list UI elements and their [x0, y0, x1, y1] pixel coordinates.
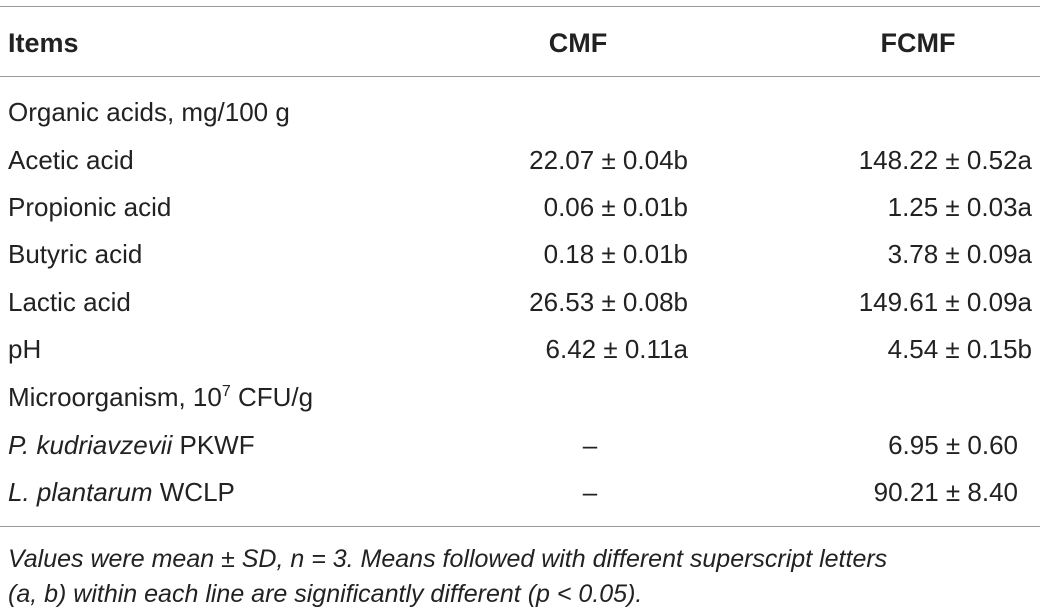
species-name: P. kudriavzevii — [8, 430, 173, 460]
row-label: Acetic acid — [8, 145, 134, 175]
table-bottom-rule — [0, 526, 1040, 527]
row-cmf-value: 0.06 ± 0.01b — [543, 192, 688, 222]
section-microorganism-post: CFU/g — [230, 382, 314, 412]
row-fcmf-value: 90.21 ± 8.40 — [873, 477, 1018, 507]
section-organic-acids: Organic acids, mg/100 g — [8, 97, 290, 127]
header-items: Items — [8, 28, 79, 58]
row-cmf-value: 22.07 ± 0.04b — [529, 145, 688, 175]
row-label: Lactic acid — [8, 287, 131, 317]
row-fcmf-value: 149.61 ± 0.09a — [858, 287, 1032, 317]
row-label: P. kudriavzevii PKWF — [8, 432, 255, 458]
row-fcmf-value: 4.54 ± 0.15b — [887, 334, 1032, 364]
row-cmf-value: – — [582, 477, 598, 507]
table-top-rule — [0, 6, 1040, 7]
row-cmf-value: – — [582, 430, 598, 460]
row-cmf-value: 6.42 ± 0.11a — [545, 334, 688, 364]
row-label: Butyric acid — [8, 239, 143, 269]
footnote-line-1: Values were mean ± SD, n = 3. Means foll… — [8, 545, 888, 573]
row-fcmf-value: 6.95 ± 0.60 — [888, 430, 1018, 460]
row-fcmf-value: 1.25 ± 0.03a — [887, 192, 1032, 222]
section-microorganism: Microorganism, 107 CFU/g — [8, 382, 314, 412]
header-fcmf: FCMF — [880, 28, 956, 58]
row-cmf-value: 26.53 ± 0.08b — [529, 287, 688, 317]
section-microorganism-exponent: 7 — [221, 383, 231, 400]
header-cmf: CMF — [548, 28, 608, 58]
row-fcmf-value: 148.22 ± 0.52a — [858, 145, 1032, 175]
strain-name: PKWF — [172, 430, 255, 460]
row-label: Propionic acid — [8, 192, 172, 222]
row-label: pH — [8, 334, 42, 364]
row-fcmf-value: 3.78 ± 0.09a — [887, 239, 1032, 269]
table-footnote: Values were mean ± SD, n = 3. Means foll… — [8, 542, 1032, 612]
footnote-line-2: (a, b) within each line are significantl… — [8, 580, 643, 608]
species-name: L. plantarum — [8, 477, 153, 507]
section-microorganism-pre: Microorganism, 10 — [8, 382, 222, 412]
row-cmf-value: 0.18 ± 0.01b — [543, 239, 688, 269]
row-label: L. plantarum WCLP — [8, 479, 235, 505]
header-rule — [0, 76, 1040, 77]
strain-name: WCLP — [152, 477, 235, 507]
